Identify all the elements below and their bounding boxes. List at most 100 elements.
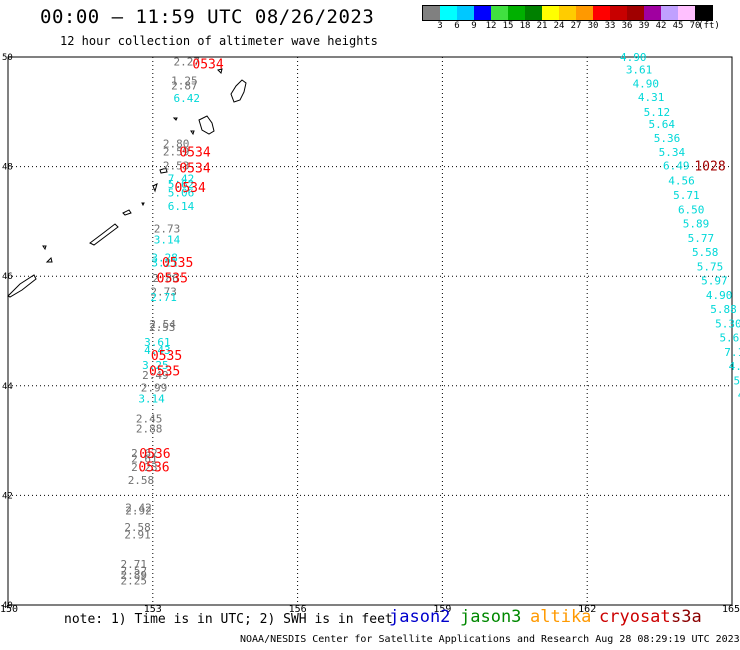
colorbar-label: 33: [604, 21, 616, 31]
colorbar-unit: (ft): [698, 21, 720, 31]
pass-time-label: 0534: [179, 145, 210, 160]
wave-height-colorbar: [422, 5, 713, 21]
wave-height-value: 6.50: [678, 203, 705, 216]
wave-height-value: 5.77: [688, 232, 715, 245]
wave-height-value: 6.49: [663, 160, 690, 173]
colorbar-swatch: [610, 6, 627, 20]
satellite-legend-jason2: jason2: [389, 607, 451, 627]
wave-height-value: 2.45: [136, 413, 163, 426]
wave-height-value: 5.58: [692, 246, 719, 259]
wave-height-value: 5.97: [701, 275, 728, 288]
wave-height-value: 4.90: [706, 289, 733, 302]
wave-height-value: 5.3: [733, 374, 740, 387]
lon-label: 162: [578, 604, 596, 615]
wave-height-value: 5.88: [710, 303, 737, 316]
satellite-legend-altika: altika: [530, 607, 592, 627]
pass-time-label: 1028: [694, 160, 725, 175]
colorbar-swatch: [474, 6, 491, 20]
colorbar-label: 36: [621, 21, 633, 31]
lat-label: 50: [2, 53, 13, 63]
lon-label: 156: [289, 604, 307, 615]
wave-height-value: 7.42: [168, 173, 195, 186]
colorbar-label: 3: [437, 21, 443, 31]
colorbar-label: 70: [689, 21, 701, 31]
island-3: [42, 245, 47, 251]
wave-height-value: 2.58: [128, 474, 154, 487]
wave-height-value: 5.64: [648, 118, 675, 131]
wave-height-value: 4.43: [144, 344, 171, 357]
wave-height-value: 3.61: [626, 64, 653, 77]
map-frame: [7, 56, 733, 606]
colorbar-swatch: [440, 6, 457, 20]
wave-height-value: 2.59: [163, 145, 190, 158]
wave-height-value: 2.54: [149, 318, 176, 331]
wave-height-value: 5.36: [654, 132, 681, 145]
pass-time-label: 0535: [162, 256, 193, 271]
lat-label: 44: [2, 382, 13, 392]
wave-height-value: 3.14: [154, 233, 181, 246]
footer-note: note: 1) Time is in UTC; 2) SWH is in fe…: [64, 612, 393, 627]
colorbar-label: 9: [471, 21, 477, 31]
colorbar-swatch: [457, 6, 474, 20]
lat-label: 46: [2, 272, 13, 282]
lat-label: 42: [2, 491, 13, 501]
wave-height-value: 3.21: [151, 257, 178, 270]
pass-time-label: 0536: [138, 460, 169, 475]
pass-time-label: 0536: [139, 447, 170, 462]
colorbar-label: 12: [485, 21, 497, 31]
colorbar-swatch: [678, 6, 695, 20]
wave-height-value: 2.88: [136, 423, 163, 436]
island-6: [141, 202, 145, 207]
colorbar-swatch: [491, 6, 508, 20]
wave-height-value: 2.91: [124, 528, 150, 541]
wave-height-value: 2.73: [150, 286, 177, 299]
colorbar-swatch: [695, 6, 712, 20]
island-13: [217, 68, 223, 74]
wave-height-value: 2.25: [120, 574, 147, 587]
lon-label: 159: [433, 604, 451, 615]
gridlines: [8, 57, 732, 605]
island-4: [89, 223, 119, 246]
wave-height-value: 5.69: [719, 332, 740, 345]
wave-height-value: 2.86: [152, 272, 179, 285]
wave-height-value: 6.14: [168, 200, 195, 213]
colorbar-swatch: [525, 6, 542, 20]
wave-height-value: 3.61: [144, 336, 171, 349]
wave-height-value: 2.80: [163, 138, 190, 151]
wave-height-value: 2.23: [131, 461, 158, 474]
island-8: [159, 167, 168, 174]
chart-subtitle: 12 hour collection of altimeter wave hei…: [60, 34, 378, 48]
wave-height-value: 2.49: [142, 369, 169, 382]
colorbar-label: 39: [638, 21, 650, 31]
wave-height-value: 2.62: [131, 447, 158, 460]
lat-label: 40: [2, 601, 13, 611]
wave-height-value: 3.25: [142, 359, 169, 372]
colorbar-swatch: [423, 6, 440, 20]
pass-time-label: 0535: [149, 364, 180, 379]
wave-height-value: 5.75: [697, 260, 724, 273]
wave-height-value: 2.58: [124, 521, 150, 534]
wave-height-value: 4.31: [638, 91, 665, 104]
wave-height-value: 2.27: [174, 55, 201, 68]
colorbar-label: 30: [587, 21, 599, 31]
colorbar-label: 21: [536, 21, 548, 31]
track-time-labels: 0534053405340534053505350535053505360536…: [138, 58, 725, 476]
lon-label: 153: [144, 604, 162, 615]
wave-height-value: 2.52: [120, 564, 147, 577]
island-11: [198, 115, 215, 135]
colorbar-swatch: [593, 6, 610, 20]
wave-height-value: 1.25: [171, 75, 198, 88]
island-7: [152, 183, 158, 193]
pass-time-label: 0534: [179, 162, 210, 177]
wave-height-value: 5.30: [715, 317, 740, 330]
track-gray-values: 2.271.252.872.802.592.532.732.862.732.54…: [120, 55, 200, 587]
wave-height-value: 7.19: [724, 346, 740, 359]
wave-height-value: 4.90: [620, 51, 647, 64]
colorbar-label: 15: [502, 21, 514, 31]
wave-height-value: 4.56: [668, 174, 695, 187]
wave-height-value: 4.: [738, 389, 740, 402]
island-9: [172, 117, 178, 121]
lon-label: 150: [0, 604, 18, 615]
